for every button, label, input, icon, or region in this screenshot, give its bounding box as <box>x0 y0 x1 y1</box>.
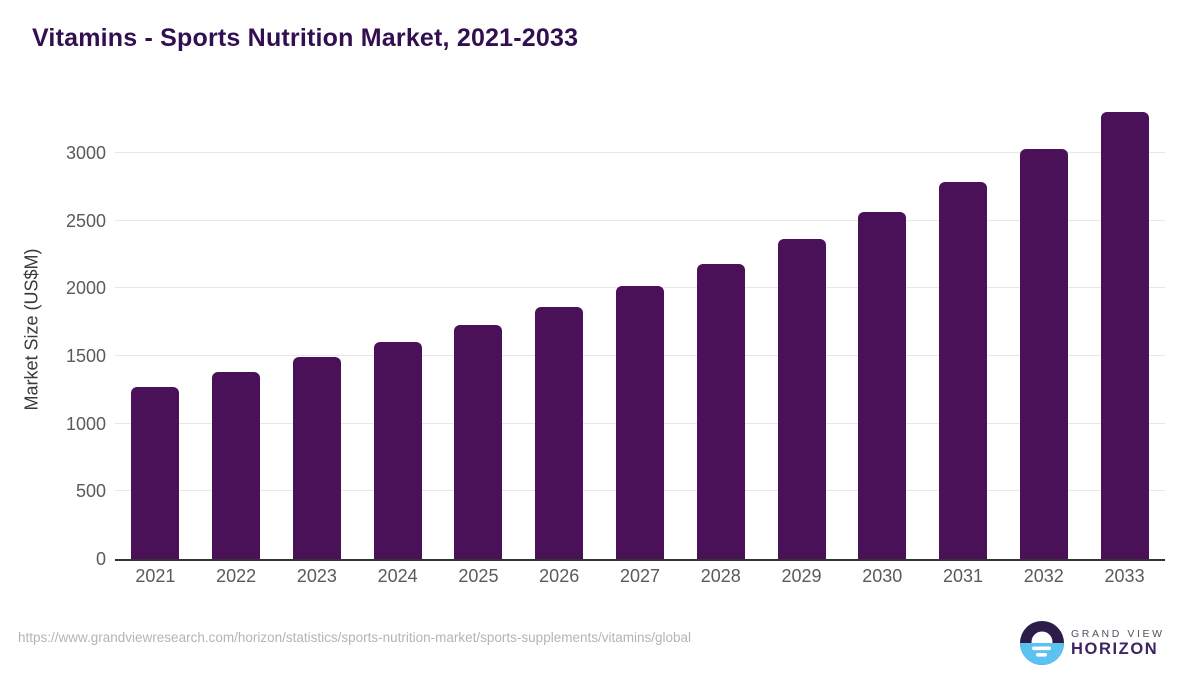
chart-title: Vitamins - Sports Nutrition Market, 2021… <box>32 24 579 52</box>
brand-line1: GRAND VIEW <box>1071 627 1165 640</box>
bar-2024 <box>373 341 422 559</box>
logo-text: GRAND VIEW HORIZON <box>1071 628 1165 659</box>
bar-2023 <box>292 357 341 559</box>
y-tick-label-2500: 2500 <box>65 210 106 231</box>
y-tick-label-1500: 1500 <box>65 346 106 367</box>
x-tick-label-2032: 2032 <box>1023 566 1064 586</box>
x-tick-label-2024: 2024 <box>377 566 418 586</box>
x-tick-label-2033: 2033 <box>1104 566 1145 586</box>
y-tick-label-500: 500 <box>75 481 106 502</box>
x-tick-label-2027: 2027 <box>619 566 660 586</box>
gridline-3000 <box>115 152 1165 154</box>
brand-line2: HORIZON <box>1071 639 1159 658</box>
bar-2033 <box>1100 111 1149 559</box>
bar-series <box>115 99 1165 559</box>
bar-2025 <box>454 324 503 559</box>
bar-2026 <box>535 307 584 559</box>
y-axis-title: Market Size (US$M) <box>21 247 42 411</box>
bar-2028 <box>696 264 745 559</box>
y-tick-label-1000: 1000 <box>65 413 106 434</box>
x-tick-label-2029: 2029 <box>781 566 822 586</box>
bar-2021 <box>131 387 180 559</box>
y-tick-label-2000: 2000 <box>65 278 106 299</box>
x-tick-label-2030: 2030 <box>862 566 903 586</box>
x-axis-ticks: 2021 2022 2023 2024 2025 2026 2027 2028 2029 2030… <box>115 566 1165 587</box>
x-tick-label-2023: 2023 <box>296 566 337 586</box>
horizon-sun-circle-icon <box>1020 621 1064 665</box>
source-url: https://www.grandviewresearch.com/horizo… <box>18 630 692 645</box>
bar-2022 <box>212 371 261 559</box>
y-tick-label-0: 0 <box>95 549 106 569</box>
plot-area <box>115 99 1165 561</box>
x-tick-label-2026: 2026 <box>539 566 580 586</box>
bar-2031 <box>939 182 988 559</box>
bar-2027 <box>615 286 664 559</box>
x-tick-label-2021: 2021 <box>135 566 176 586</box>
x-tick-label-2031: 2031 <box>943 566 984 586</box>
bar-2030 <box>858 211 907 559</box>
y-tick-label-3000: 3000 <box>65 143 106 164</box>
grandview-horizon-logo: GRAND VIEW HORIZON <box>1020 620 1180 666</box>
bar-2029 <box>777 239 826 559</box>
x-tick-label-2022: 2022 <box>216 566 257 586</box>
x-tick-label-2028: 2028 <box>700 566 741 586</box>
gridline-2500 <box>115 219 1165 221</box>
x-tick-label-2025: 2025 <box>458 566 499 586</box>
bar-2032 <box>1019 149 1068 559</box>
